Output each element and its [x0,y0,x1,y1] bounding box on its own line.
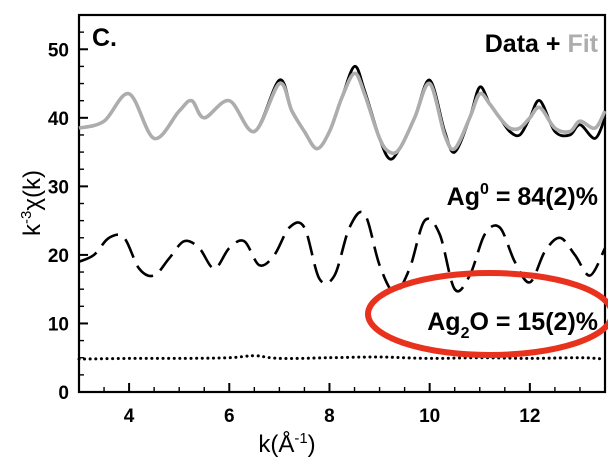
y-tick-label: 0 [58,383,69,404]
series-fit-line [78,71,607,156]
y-tick-label: 40 [48,109,69,130]
y-axis-title: k-3χ(k) [18,170,46,236]
legend-fit-label: Fit [567,30,598,58]
series-ag2o-component-line [77,354,607,361]
x-tick-label: 6 [224,406,235,427]
axis-ticks [79,31,606,393]
ag2o-annotation: Ag2O = 15(2)% [427,308,598,342]
highlight-ellipse [365,270,608,358]
legend-data-label: Data [485,30,540,58]
x-tick-label: 4 [124,406,135,427]
series-ag0-component-line [78,210,607,294]
x-tick-label: 12 [519,406,540,427]
tick-labels: 4 6 8 10 12 0 10 20 30 40 50 [48,40,541,427]
ag0-annotation: Ag0 = 84(2)% [447,181,598,211]
y-tick-label: 10 [48,314,69,335]
x-tick-label: 8 [324,406,335,427]
series-group [77,65,607,361]
x-axis-title: k(Å-1) [258,430,315,458]
y-tick-label: 20 [48,246,69,267]
series-data-line [78,65,607,161]
legend-plus: + [546,30,561,58]
x-tick-label: 10 [419,406,440,427]
panel-label: C. [92,24,117,52]
y-tick-label: 50 [48,40,69,61]
y-tick-label: 30 [48,177,69,198]
legend: Data + Fit [485,30,599,58]
